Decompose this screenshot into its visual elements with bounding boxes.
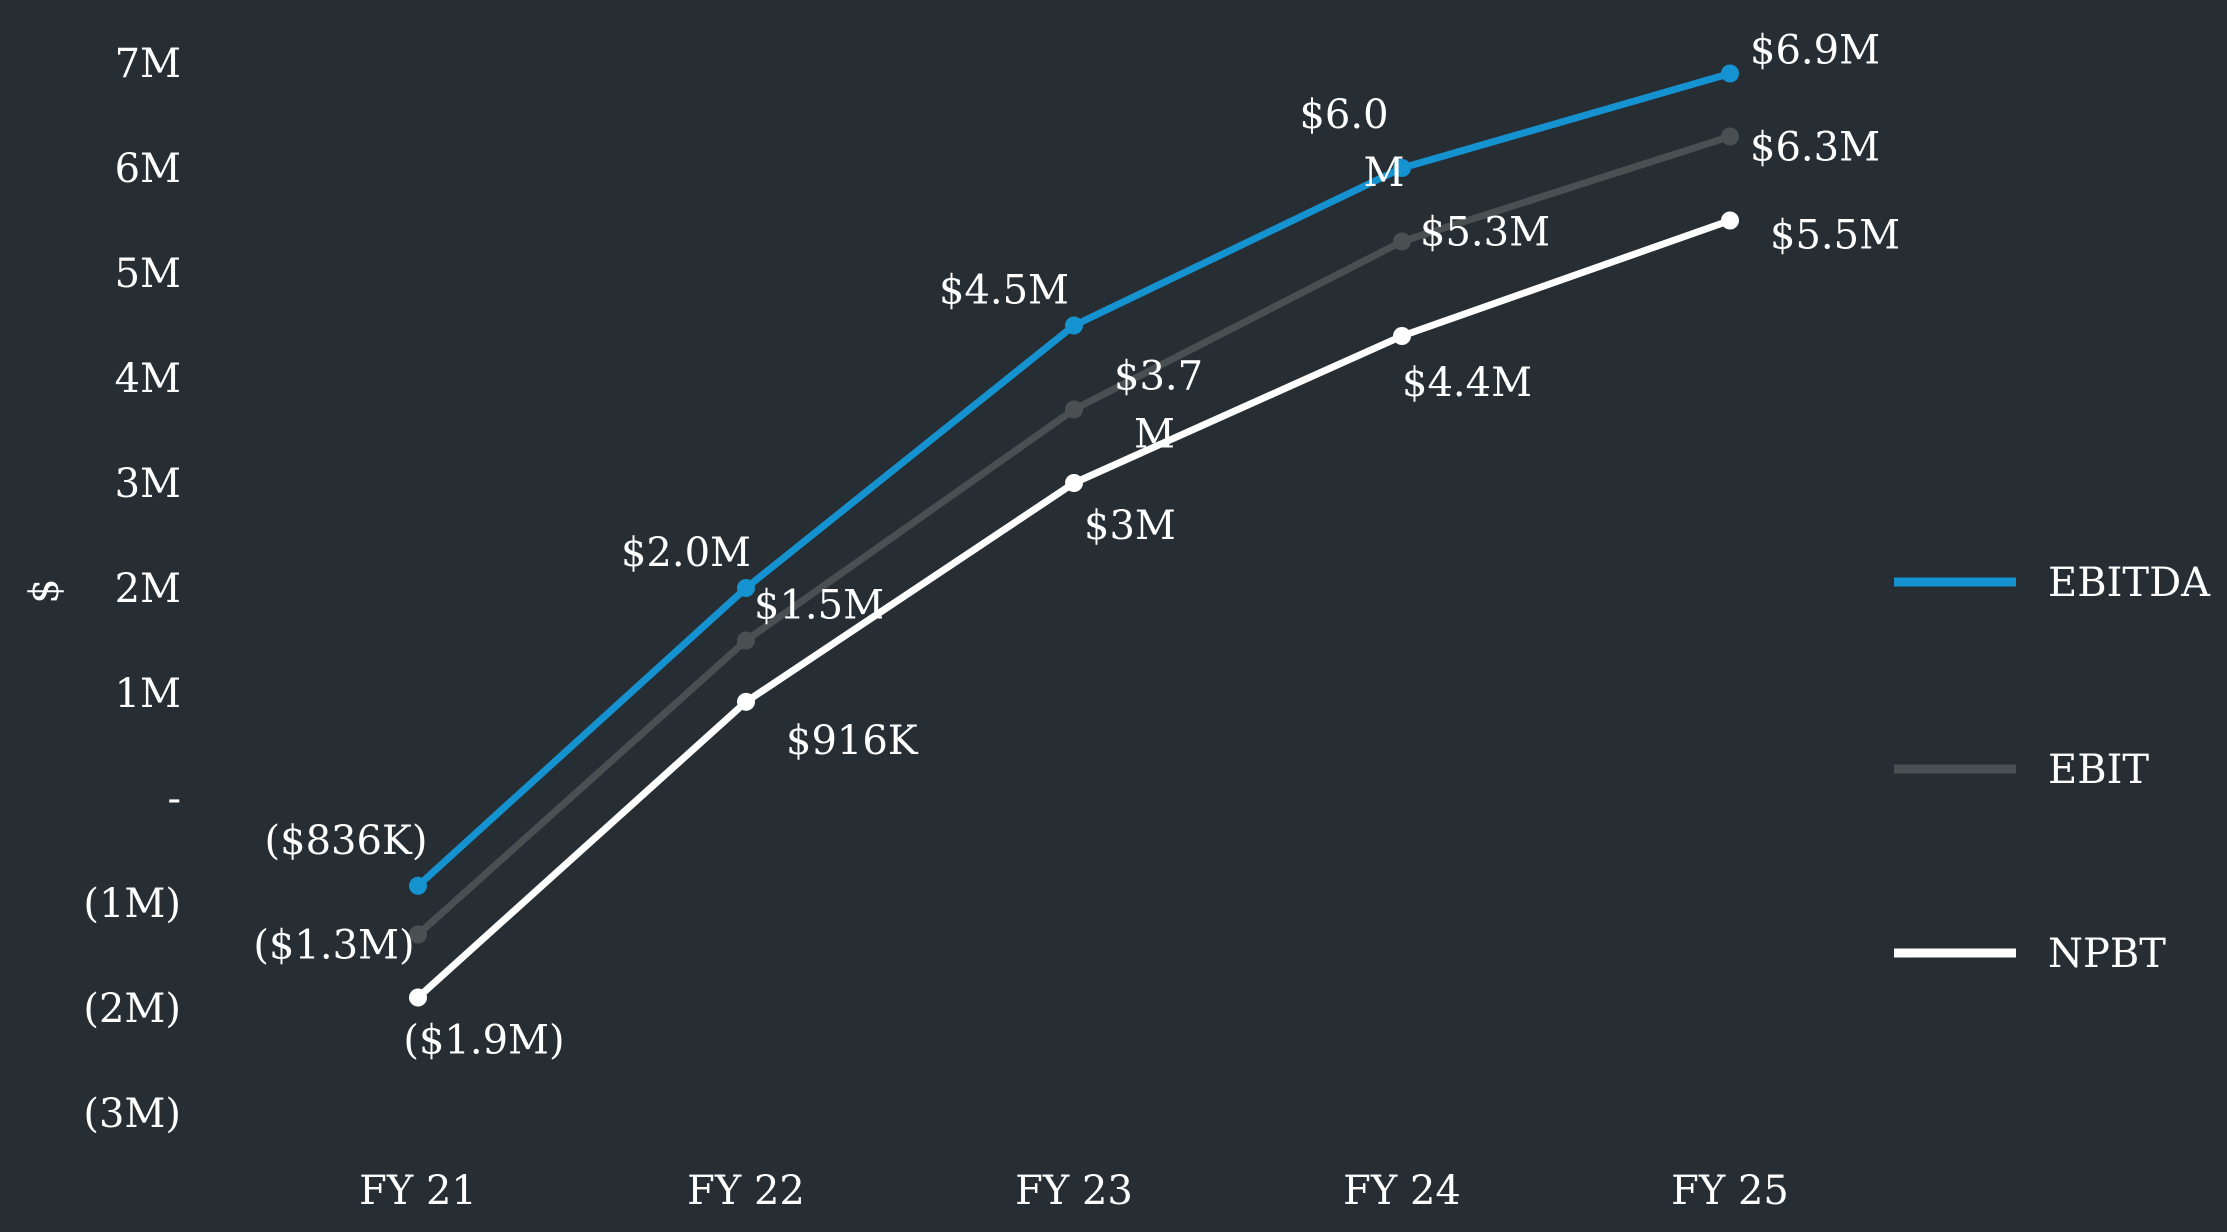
x-axis-ticks: FY 21 FY 22 FY 23 FY 24 FY 25 — [359, 1168, 1789, 1214]
data-label-npbt: $4.4M — [1402, 360, 1532, 406]
series-points — [409, 64, 1739, 1007]
data-point-ebitda — [1721, 64, 1739, 83]
legend: EBITDA EBIT NPBT — [1894, 560, 2211, 977]
data-point-ebitda — [1065, 316, 1083, 335]
data-label-ebit: $1.5M — [754, 583, 884, 629]
data-label-ebit: $6.3M — [1750, 125, 1880, 171]
y-tick-label: 4M — [115, 356, 181, 402]
data-point-npbt — [1065, 474, 1083, 492]
y-tick-label: 7M — [115, 41, 181, 87]
data-label-ebitda: $6.0 M — [1299, 92, 1404, 196]
x-tick-label: FY 21 — [359, 1168, 477, 1214]
legend-label-npbt: NPBT — [2048, 931, 2166, 977]
y-tick-label: 2M — [115, 566, 181, 612]
legend-label-ebit: EBIT — [2048, 747, 2149, 793]
data-label-ebit: $3.7 M — [1114, 354, 1203, 458]
y-tick-label: (3M) — [83, 1091, 181, 1137]
x-tick-label: FY 23 — [1015, 1168, 1133, 1214]
data-label-ebitda: $6.9M — [1750, 28, 1880, 74]
series-line-npbt — [414, 217, 1734, 1001]
y-tick-label: 3M — [115, 461, 181, 507]
data-label-npbt: $916K — [786, 718, 919, 764]
x-tick-label: FY 22 — [687, 1168, 805, 1214]
data-label-ebit: $5.3M — [1420, 210, 1550, 256]
y-tick-label: (1M) — [83, 881, 181, 927]
data-point-ebitda — [1393, 159, 1411, 177]
data-labels: ($836K) $2.0M $4.5M $6.0 M $6.9M ($1.3M) $1.5M $… — [253, 28, 1900, 1064]
y-tick-label: - — [167, 776, 181, 822]
data-label-ebitda: $2.0M — [621, 530, 751, 576]
data-point-ebit — [1721, 127, 1739, 146]
data-point-npbt — [1721, 211, 1739, 230]
series-line-ebit — [414, 133, 1734, 938]
data-point-ebit — [737, 631, 755, 650]
data-point-npbt — [1393, 327, 1411, 345]
x-tick-label: FY 24 — [1343, 1168, 1461, 1214]
data-point-ebit — [1065, 400, 1083, 419]
data-label-ebitda: ($836K) — [265, 818, 428, 864]
data-point-ebit — [1393, 232, 1411, 251]
data-label-ebitda: $4.5M — [939, 268, 1069, 314]
x-tick-label: FY 25 — [1671, 1168, 1789, 1214]
data-point-ebitda — [737, 579, 755, 597]
data-label-npbt: $5.5M — [1770, 213, 1900, 259]
data-point-ebit — [409, 925, 427, 944]
y-axis-title: $ — [22, 578, 68, 603]
y-tick-label: 6M — [115, 146, 181, 192]
data-point-ebitda — [409, 876, 427, 895]
legend-label-ebitda: EBITDA — [2048, 560, 2211, 606]
data-point-npbt — [737, 692, 755, 711]
data-point-npbt — [409, 988, 427, 1007]
y-axis-ticks: 7M 6M 5M 4M 3M 2M 1M - (1M) (2M) (3M) — [83, 41, 181, 1137]
y-tick-label: (2M) — [83, 986, 181, 1032]
y-tick-label: 1M — [115, 671, 181, 717]
data-label-npbt: ($1.9M) — [403, 1018, 564, 1064]
y-tick-label: 5M — [115, 251, 181, 297]
data-label-npbt: $3M — [1084, 503, 1176, 549]
data-label-ebit: ($1.3M) — [253, 923, 414, 969]
